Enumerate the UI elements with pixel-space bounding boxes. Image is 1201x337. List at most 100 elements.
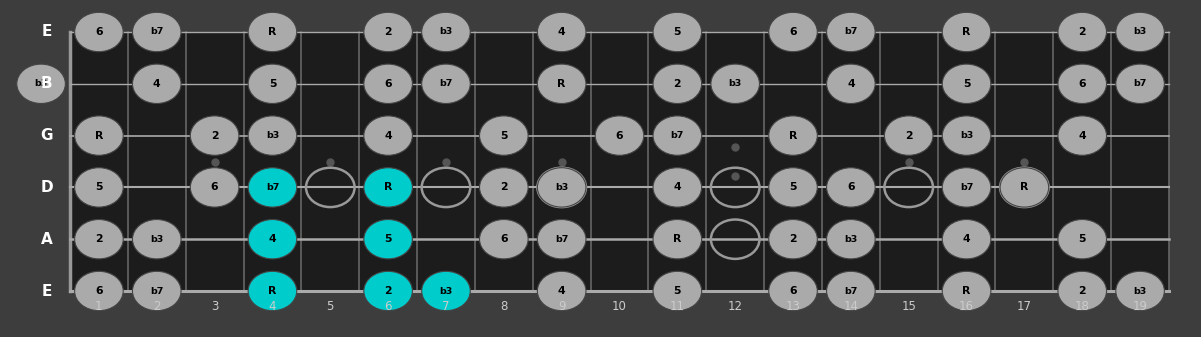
Text: b7: b7 <box>150 28 163 36</box>
Text: 4: 4 <box>557 286 566 296</box>
Ellipse shape <box>826 271 876 311</box>
Text: 12: 12 <box>728 300 742 313</box>
Text: b3: b3 <box>440 28 453 36</box>
Text: b3: b3 <box>555 183 568 192</box>
Text: 5: 5 <box>963 79 970 89</box>
Text: 4: 4 <box>963 234 970 244</box>
Text: b3: b3 <box>1134 28 1147 36</box>
Ellipse shape <box>769 271 818 311</box>
Ellipse shape <box>653 64 701 103</box>
Text: b7: b7 <box>1134 79 1147 88</box>
Text: 6: 6 <box>95 27 103 37</box>
Ellipse shape <box>653 116 701 155</box>
Ellipse shape <box>74 12 124 52</box>
Ellipse shape <box>943 64 991 103</box>
Text: 2: 2 <box>500 182 508 192</box>
Text: R: R <box>384 182 393 192</box>
Ellipse shape <box>826 64 876 103</box>
Ellipse shape <box>74 168 124 207</box>
Text: 9: 9 <box>558 300 566 313</box>
Text: 2: 2 <box>384 27 392 37</box>
Text: b3: b3 <box>1134 286 1147 296</box>
Ellipse shape <box>422 64 471 103</box>
Text: R: R <box>962 286 970 296</box>
Ellipse shape <box>17 64 65 103</box>
Text: R: R <box>557 79 566 89</box>
Ellipse shape <box>943 12 991 52</box>
Ellipse shape <box>1116 64 1165 103</box>
Ellipse shape <box>1058 12 1106 52</box>
Ellipse shape <box>943 168 991 207</box>
Text: 2: 2 <box>1078 286 1086 296</box>
Text: 6: 6 <box>789 286 796 296</box>
Text: b3: b3 <box>729 79 742 88</box>
Text: 5: 5 <box>674 27 681 37</box>
Text: 2: 2 <box>95 234 103 244</box>
Ellipse shape <box>769 219 818 259</box>
Ellipse shape <box>132 271 181 311</box>
Ellipse shape <box>769 168 818 207</box>
Text: G: G <box>41 128 53 143</box>
Text: b7: b7 <box>265 183 279 192</box>
Text: 16: 16 <box>960 300 974 313</box>
Text: 6: 6 <box>384 300 392 313</box>
Text: 4: 4 <box>269 234 276 244</box>
Ellipse shape <box>364 271 412 311</box>
Text: 5: 5 <box>674 286 681 296</box>
Text: R: R <box>673 234 681 244</box>
Ellipse shape <box>249 12 297 52</box>
Text: 6: 6 <box>211 182 219 192</box>
Ellipse shape <box>364 168 412 207</box>
Ellipse shape <box>1058 116 1106 155</box>
Text: b3: b3 <box>35 79 48 88</box>
Ellipse shape <box>1116 12 1165 52</box>
Text: b3: b3 <box>844 235 858 244</box>
Text: R: R <box>1020 182 1028 192</box>
Ellipse shape <box>422 12 471 52</box>
Text: 19: 19 <box>1133 300 1148 313</box>
FancyBboxPatch shape <box>70 32 1169 291</box>
Text: b3: b3 <box>960 131 973 140</box>
Text: E: E <box>41 283 52 299</box>
Text: D: D <box>41 180 53 195</box>
Text: 6: 6 <box>384 79 392 89</box>
Text: 5: 5 <box>327 300 334 313</box>
Ellipse shape <box>249 168 297 207</box>
Text: b3: b3 <box>440 286 453 296</box>
Ellipse shape <box>537 64 586 103</box>
Ellipse shape <box>653 168 701 207</box>
Text: 18: 18 <box>1075 300 1089 313</box>
Text: R: R <box>962 27 970 37</box>
Text: 5: 5 <box>1078 234 1086 244</box>
Text: 5: 5 <box>269 79 276 89</box>
Text: 6: 6 <box>847 182 855 192</box>
Text: 5: 5 <box>500 131 508 141</box>
Ellipse shape <box>132 12 181 52</box>
Text: b7: b7 <box>670 131 685 140</box>
Text: 6: 6 <box>789 27 796 37</box>
Text: b7: b7 <box>844 286 858 296</box>
Ellipse shape <box>1000 168 1048 207</box>
Text: R: R <box>268 27 276 37</box>
Ellipse shape <box>537 12 586 52</box>
Text: 2: 2 <box>1078 27 1086 37</box>
Ellipse shape <box>249 116 297 155</box>
Text: 6: 6 <box>95 286 103 296</box>
Ellipse shape <box>537 219 586 259</box>
Text: E: E <box>41 25 52 39</box>
Text: R: R <box>789 131 797 141</box>
Text: B: B <box>41 76 53 91</box>
Ellipse shape <box>364 116 412 155</box>
Text: 5: 5 <box>384 234 392 244</box>
Ellipse shape <box>1116 271 1165 311</box>
Text: b7: b7 <box>960 183 973 192</box>
Ellipse shape <box>479 219 528 259</box>
Text: 4: 4 <box>557 27 566 37</box>
Text: A: A <box>41 232 53 247</box>
Ellipse shape <box>364 12 412 52</box>
Text: 8: 8 <box>500 300 508 313</box>
Ellipse shape <box>190 168 239 207</box>
Ellipse shape <box>422 271 471 311</box>
Ellipse shape <box>537 271 586 311</box>
Text: 2: 2 <box>153 300 161 313</box>
